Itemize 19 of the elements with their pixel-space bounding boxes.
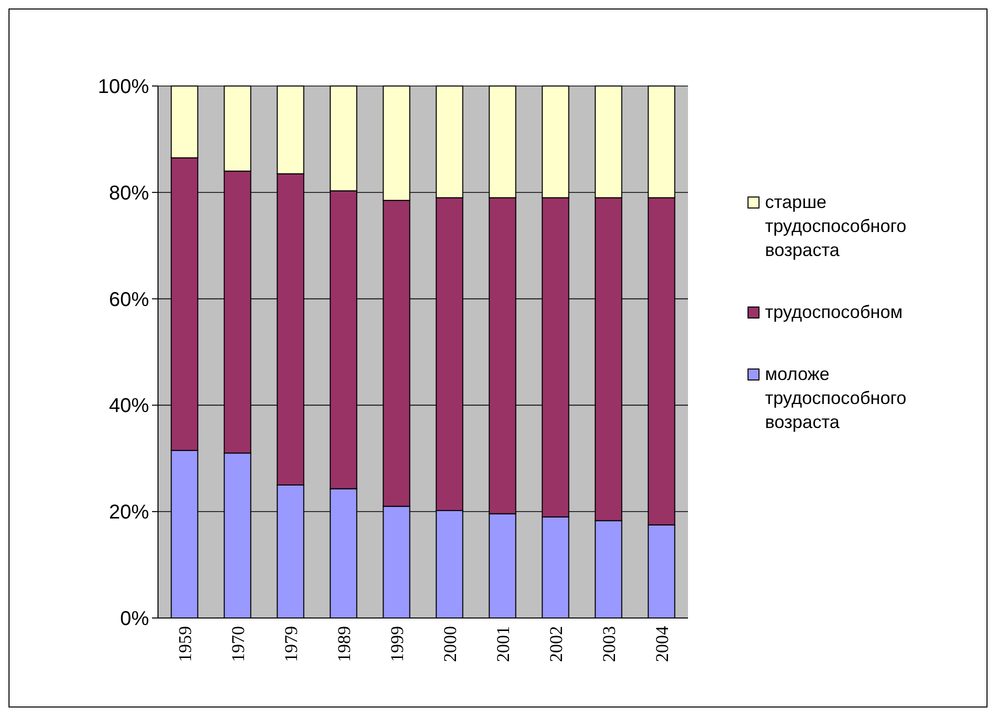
- x-tick-label: 2003: [598, 626, 619, 662]
- legend-label: моложе трудоспособного возраста: [765, 364, 906, 432]
- y-tick-label: 20%: [108, 502, 150, 524]
- y-tick-label: 100%: [98, 76, 150, 98]
- legend-label: старше трудоспособного возраста: [765, 192, 906, 260]
- x-tick-label: 1989: [334, 626, 354, 662]
- legend-label: трудоспособном: [765, 302, 903, 322]
- y-tick-label: 60%: [108, 288, 150, 311]
- x-tick-label: 2001: [492, 626, 513, 662]
- x-tick-label: 2000: [440, 626, 460, 662]
- x-tick-label: 2002: [546, 626, 566, 662]
- x-tick-label: 2004: [652, 626, 672, 662]
- x-tick-label: 1970: [228, 626, 248, 662]
- x-tick-label: 1979: [280, 626, 301, 662]
- y-tick-label: 40%: [108, 395, 150, 418]
- x-tick-label: 1999: [386, 626, 407, 662]
- y-tick-label: 0%: [120, 608, 150, 630]
- x-tick-label: 1959: [174, 626, 195, 662]
- y-tick-label: 80%: [108, 182, 150, 204]
